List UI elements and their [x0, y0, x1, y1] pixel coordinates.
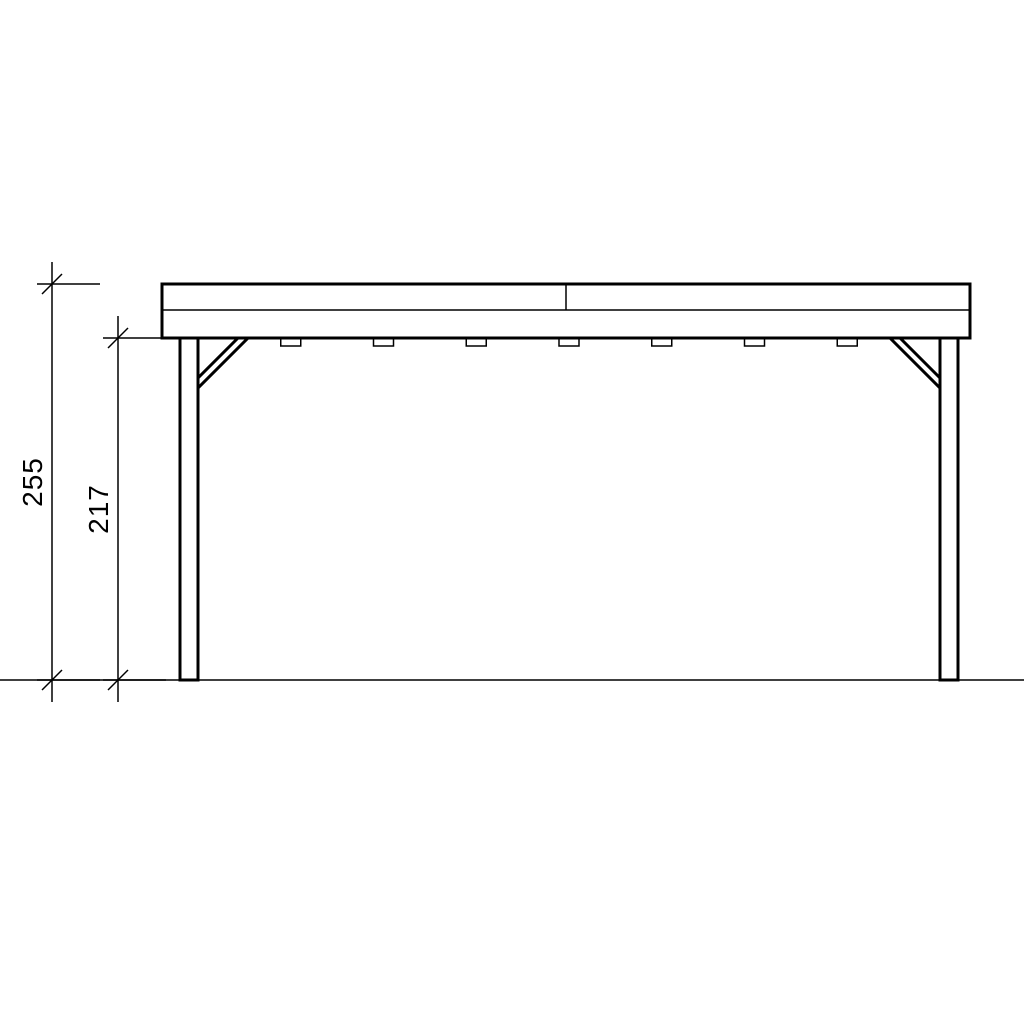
- post-right: [940, 338, 958, 680]
- carport-elevation: [162, 284, 970, 680]
- dim-outer-label: 255: [17, 457, 48, 507]
- knee-brace-left: [198, 338, 248, 388]
- dim-outer: 255: [17, 262, 100, 702]
- post-left: [180, 338, 198, 680]
- knee-brace-right: [890, 338, 940, 388]
- dim-inner: 217: [83, 316, 166, 702]
- dim-inner-label: 217: [83, 484, 114, 534]
